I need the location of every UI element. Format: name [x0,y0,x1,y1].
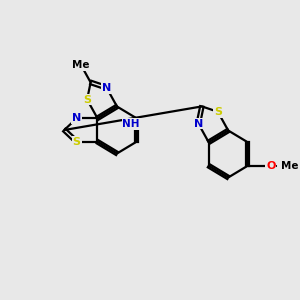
Text: NH: NH [122,119,140,129]
Text: O: O [266,161,275,171]
Text: N: N [72,113,81,123]
Text: S: S [83,94,91,104]
Text: Me: Me [72,60,90,70]
Text: Me: Me [281,161,299,171]
Text: N: N [194,118,203,128]
Text: S: S [73,137,81,147]
Text: N: N [102,83,111,93]
Text: S: S [214,107,222,117]
